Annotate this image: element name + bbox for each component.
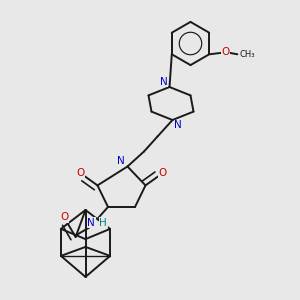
Text: N: N <box>174 120 182 130</box>
Text: CH₃: CH₃ <box>240 50 255 59</box>
Text: N: N <box>117 156 125 166</box>
Text: O: O <box>61 212 69 222</box>
Text: O: O <box>76 168 85 178</box>
Text: N: N <box>87 218 95 228</box>
Text: N: N <box>160 76 168 87</box>
Text: H: H <box>99 218 107 228</box>
Text: O: O <box>158 168 167 178</box>
Text: O: O <box>222 47 230 57</box>
